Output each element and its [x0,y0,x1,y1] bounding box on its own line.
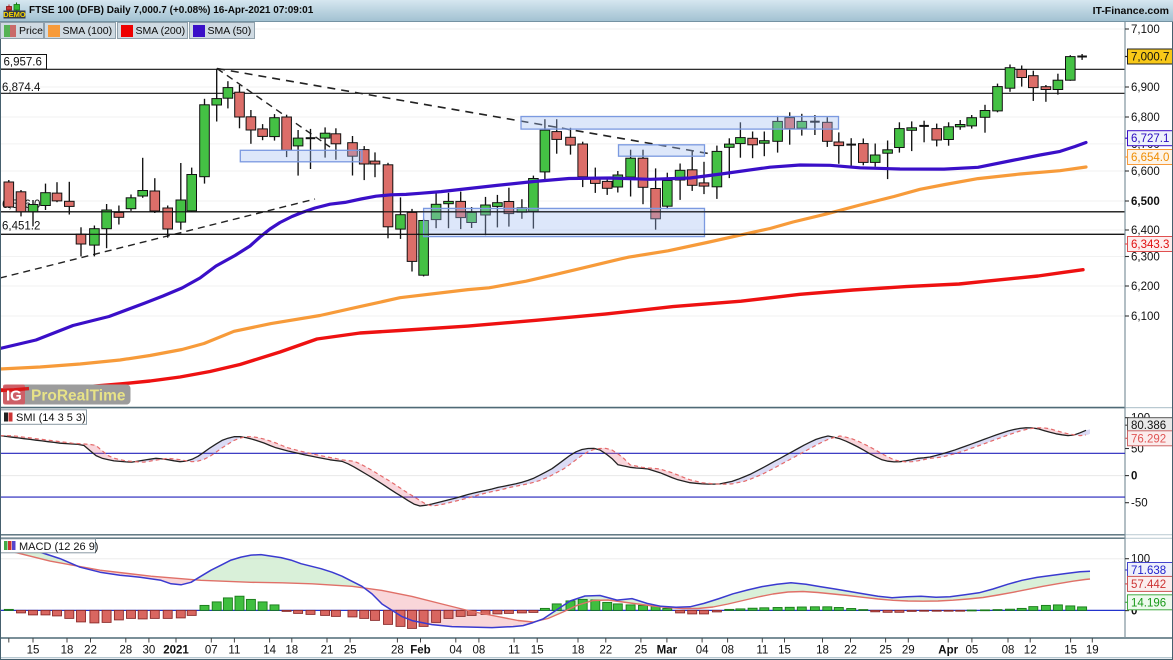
svg-text:25: 25 [635,645,648,657]
svg-text:14.196: 14.196 [1131,597,1166,609]
svg-text:11: 11 [228,645,240,657]
svg-text:-50: -50 [1131,498,1148,510]
svg-text:25: 25 [879,645,892,657]
svg-text:19: 19 [1086,645,1099,657]
svg-text:Feb: Feb [410,645,430,657]
svg-text:18: 18 [285,645,298,657]
svg-text:18: 18 [816,645,829,657]
svg-text:15: 15 [778,645,791,657]
svg-text:SMI (14 3 5 3): SMI (14 3 5 3) [16,412,86,424]
svg-text:08: 08 [1002,645,1015,657]
svg-text:07: 07 [205,645,218,657]
svg-text:6,343.3: 6,343.3 [1131,239,1169,251]
svg-text:6,957.6: 6,957.6 [4,57,42,69]
svg-text:76.292: 76.292 [1131,433,1166,445]
svg-text:21: 21 [321,645,334,657]
svg-text:29: 29 [902,645,915,657]
svg-text:80.386: 80.386 [1131,420,1166,432]
svg-text:28: 28 [391,645,404,657]
svg-text:05: 05 [966,645,979,657]
svg-text:6,727.1: 6,727.1 [1131,133,1169,145]
svg-text:18: 18 [572,645,585,657]
svg-text:IG: IG [6,388,22,405]
svg-text:08: 08 [721,645,734,657]
svg-text:11: 11 [508,645,520,657]
svg-text:30: 30 [143,645,156,657]
svg-text:0: 0 [1131,471,1137,483]
svg-text:6,200: 6,200 [1131,281,1160,293]
svg-text:Apr: Apr [938,645,958,657]
svg-text:6,500: 6,500 [1131,196,1160,208]
svg-text:6,654.0: 6,654.0 [1131,152,1169,164]
svg-text:04: 04 [696,645,709,657]
svg-text:22: 22 [84,645,97,657]
svg-text:22: 22 [844,645,857,657]
svg-text:6,451.2: 6,451.2 [2,221,40,233]
svg-text:15: 15 [531,645,544,657]
svg-text:ProRealTime: ProRealTime [31,388,126,405]
svg-text:18: 18 [61,645,74,657]
svg-text:7,100: 7,100 [1131,24,1160,36]
svg-text:14: 14 [263,645,276,657]
svg-text:11: 11 [756,645,768,657]
svg-text:50: 50 [1131,444,1144,456]
svg-text:7,000.7: 7,000.7 [1131,52,1169,64]
svg-text:6,400: 6,400 [1131,225,1160,237]
svg-text:04: 04 [449,645,462,657]
svg-text:22: 22 [599,645,612,657]
svg-text:71.638: 71.638 [1131,565,1166,577]
svg-text:6,874.4: 6,874.4 [2,82,41,94]
svg-text:6,600: 6,600 [1131,166,1160,178]
svg-text:6,100: 6,100 [1131,311,1160,323]
svg-text:6,800: 6,800 [1131,112,1160,124]
svg-text:15: 15 [27,645,40,657]
svg-text:MACD (12 26 9): MACD (12 26 9) [19,541,98,553]
svg-text:28: 28 [119,645,132,657]
svg-text:15: 15 [1064,645,1077,657]
svg-text:57.442: 57.442 [1131,579,1166,591]
svg-text:25: 25 [344,645,357,657]
svg-text:6,300: 6,300 [1131,252,1160,264]
svg-text:2021: 2021 [163,645,189,657]
svg-text:6,900: 6,900 [1131,82,1160,94]
svg-text:Mar: Mar [657,645,678,657]
svg-text:08: 08 [473,645,486,657]
svg-text:12: 12 [1024,645,1037,657]
svg-text:0: 0 [1131,606,1137,618]
svg-text:DEMO: DEMO [3,10,26,19]
